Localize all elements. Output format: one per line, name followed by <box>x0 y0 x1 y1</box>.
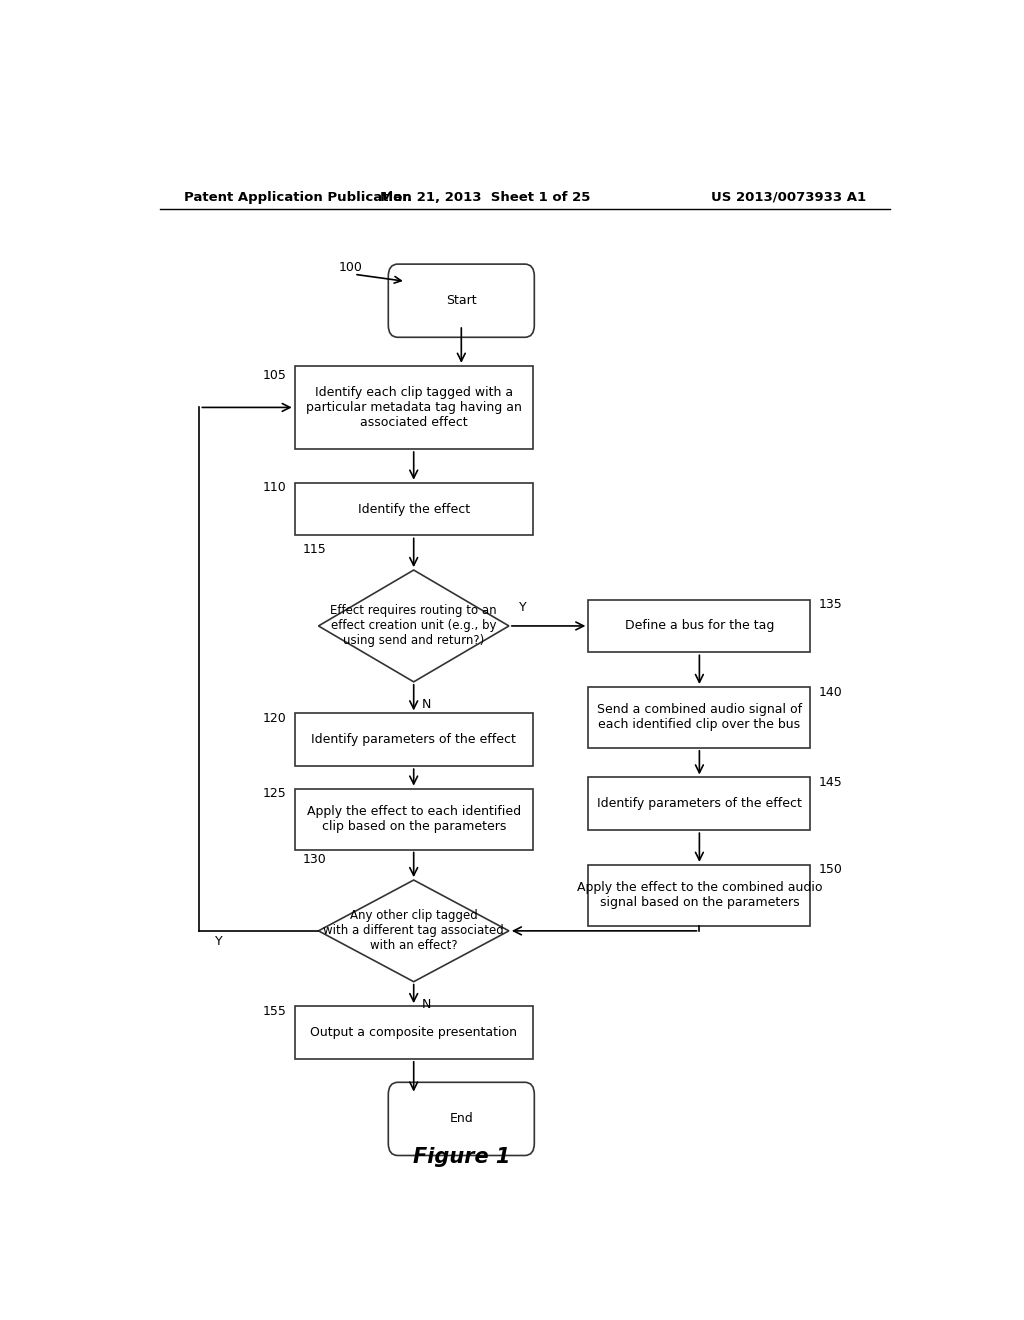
Text: Start: Start <box>446 294 476 308</box>
Bar <box>588 865 811 925</box>
Text: Send a combined audio signal of
each identified clip over the bus: Send a combined audio signal of each ide… <box>597 704 802 731</box>
Text: 140: 140 <box>818 685 842 698</box>
Text: Identify the effect: Identify the effect <box>357 503 470 516</box>
Bar <box>295 788 532 850</box>
FancyBboxPatch shape <box>388 1082 535 1155</box>
Bar <box>295 483 532 536</box>
Text: 115: 115 <box>303 544 327 556</box>
Text: Define a bus for the tag: Define a bus for the tag <box>625 619 774 632</box>
Text: 155: 155 <box>263 1005 287 1018</box>
FancyBboxPatch shape <box>388 264 535 338</box>
Text: 130: 130 <box>303 853 327 866</box>
Text: 135: 135 <box>818 598 842 611</box>
Text: Patent Application Publication: Patent Application Publication <box>183 190 412 203</box>
Text: 110: 110 <box>263 482 287 494</box>
Text: 125: 125 <box>263 787 287 800</box>
Text: Figure 1: Figure 1 <box>413 1147 510 1167</box>
Text: Y: Y <box>518 601 526 614</box>
Text: 145: 145 <box>818 776 842 789</box>
Text: Effect requires routing to an
effect creation unit (e.g., by
using send and retu: Effect requires routing to an effect cre… <box>331 605 497 647</box>
Text: 105: 105 <box>263 370 287 383</box>
Text: N: N <box>422 698 431 710</box>
Text: 150: 150 <box>818 863 843 876</box>
Text: End: End <box>450 1113 473 1126</box>
Bar <box>295 366 532 449</box>
Text: Any other clip tagged
with a different tag associated
with an effect?: Any other clip tagged with a different t… <box>324 909 504 952</box>
Text: Identify parameters of the effect: Identify parameters of the effect <box>597 797 802 810</box>
Text: Mar. 21, 2013  Sheet 1 of 25: Mar. 21, 2013 Sheet 1 of 25 <box>380 190 590 203</box>
Polygon shape <box>318 880 509 982</box>
Text: 100: 100 <box>338 260 362 273</box>
Text: Y: Y <box>215 935 223 948</box>
Text: US 2013/0073933 A1: US 2013/0073933 A1 <box>711 190 866 203</box>
Bar <box>588 599 811 652</box>
Text: Identify each clip tagged with a
particular metadata tag having an
associated ef: Identify each clip tagged with a particu… <box>306 385 521 429</box>
Bar <box>588 777 811 830</box>
Bar <box>295 713 532 766</box>
Bar <box>295 1006 532 1059</box>
Text: Output a composite presentation: Output a composite presentation <box>310 1026 517 1039</box>
Text: Apply the effect to the combined audio
signal based on the parameters: Apply the effect to the combined audio s… <box>577 882 822 909</box>
Text: N: N <box>422 998 431 1011</box>
Polygon shape <box>318 570 509 682</box>
Text: Identify parameters of the effect: Identify parameters of the effect <box>311 734 516 746</box>
Bar <box>588 686 811 748</box>
Text: 120: 120 <box>263 711 287 725</box>
Text: Apply the effect to each identified
clip based on the parameters: Apply the effect to each identified clip… <box>306 805 521 833</box>
